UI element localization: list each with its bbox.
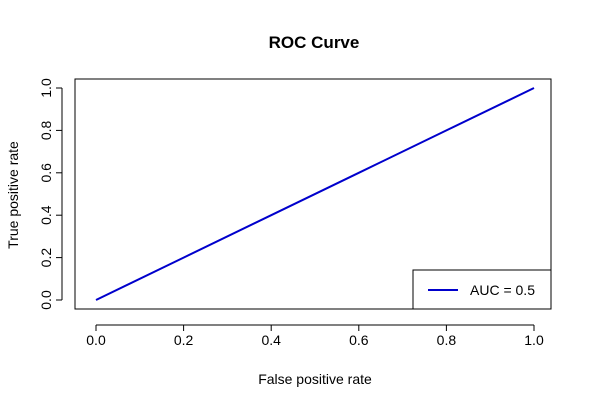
roc-line (95, 87, 535, 301)
x-tick-label: 0.8 (437, 332, 457, 348)
x-tick-label: 0.6 (349, 332, 369, 348)
y-tick-label: 0.4 (38, 205, 54, 225)
legend-label: AUC = 0.5 (470, 282, 535, 298)
x-axis: 0.0 0.2 0.4 0.6 0.8 1.0 (86, 324, 544, 348)
plot-frame (74, 78, 552, 310)
chart-title: ROC Curve (269, 33, 360, 52)
legend: AUC = 0.5 (412, 269, 552, 310)
x-tick-label: 0.0 (86, 332, 106, 348)
x-axis-label: False positive rate (258, 371, 372, 387)
x-tick-label: 0.2 (174, 332, 194, 348)
y-tick-label: 1.0 (38, 78, 54, 98)
x-tick-label: 0.4 (261, 332, 281, 348)
y-axis: 0.0 0.2 0.4 0.6 0.8 1.0 (38, 78, 63, 310)
y-tick-label: 0.8 (38, 120, 54, 140)
y-tick-label: 0.2 (38, 248, 54, 268)
y-axis-label: True positive rate (5, 141, 21, 249)
y-tick-label: 0.6 (38, 163, 54, 183)
x-tick-label: 1.0 (524, 332, 544, 348)
y-tick-label: 0.0 (38, 290, 54, 310)
series-layer (95, 87, 535, 301)
